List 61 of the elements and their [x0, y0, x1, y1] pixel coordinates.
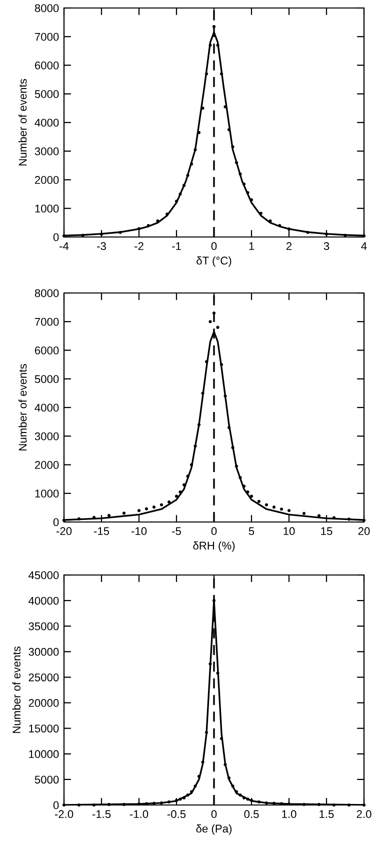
y-tick-label: 8000 — [34, 289, 59, 298]
y-tick-label: 2000 — [34, 461, 59, 469]
x-tick-label: -0.5 — [167, 810, 186, 818]
x-tick-label: 10 — [284, 527, 295, 536]
y-tick-label: 0 — [53, 518, 59, 526]
y-tick-label: 4000 — [34, 118, 59, 127]
x-tick-label: -2 — [134, 242, 144, 250]
x-tick-label: 20 — [358, 527, 370, 536]
y-tick-label: 5000 — [34, 90, 59, 98]
x-tick-label: -3 — [97, 242, 106, 250]
x-tick-label: -1 — [172, 242, 181, 250]
y-tick-label: 0 — [53, 801, 59, 810]
y-tick-label: 6000 — [34, 346, 59, 354]
y-tick-label: 30000 — [28, 648, 59, 656]
y-tick-label: 35000 — [28, 622, 59, 630]
x-tick-label: 4 — [361, 242, 367, 250]
x-axis-title: δRH (%) — [193, 541, 235, 552]
x-tick-label: -1.0 — [130, 810, 148, 818]
x-tick-label: -5 — [172, 527, 181, 536]
y-axis-title: Number of events — [18, 79, 27, 166]
x-tick-label: 0 — [211, 242, 217, 250]
y-tick-label: 10000 — [29, 750, 59, 758]
y-tick-label: 1000 — [35, 204, 59, 213]
x-axis-title: δe (Pa) — [196, 824, 232, 835]
y-tick-label: 0 — [53, 233, 59, 242]
y-tick-label: 15000 — [29, 724, 59, 732]
y-tick-label: 5000 — [34, 776, 59, 784]
x-tick-label: 0 — [211, 527, 217, 536]
y-axis-title: Number of events — [12, 646, 20, 733]
x-tick-label: 0.5 — [244, 810, 259, 818]
y-tick-label: 5000 — [34, 375, 59, 384]
y-tick-label: 20000 — [28, 699, 59, 707]
x-tick-label: -2.0 — [54, 810, 74, 818]
y-tick-label: 40000 — [28, 596, 59, 605]
y-tick-label: 25000 — [28, 673, 59, 682]
x-tick-label: 1.0 — [282, 810, 296, 818]
x-tick-label: 1.5 — [320, 810, 334, 818]
y-tick-label: 8000 — [34, 4, 59, 12]
x-tick-label: 2.0 — [356, 810, 372, 818]
x-tick-label: 3 — [324, 242, 330, 250]
x-tick-label: -15 — [94, 527, 110, 536]
x-tick-label: -1.5 — [92, 810, 111, 818]
y-tick-label: 4000 — [34, 404, 59, 412]
y-tick-label: 6000 — [34, 62, 59, 70]
x-tick-label: -20 — [56, 527, 72, 536]
y-tick-label: 3000 — [34, 147, 59, 156]
x-tick-label: -10 — [131, 527, 147, 536]
x-tick-label: 2 — [286, 242, 292, 250]
y-axis-title: Number of events — [18, 364, 27, 450]
y-tick-label: 1000 — [35, 490, 59, 498]
y-tick-label: 3000 — [34, 432, 59, 440]
y-tick-label: 45000 — [28, 571, 59, 580]
x-tick-label: 0 — [211, 810, 217, 818]
x-axis-title: δT (°C) — [196, 256, 232, 267]
y-tick-label: 7000 — [34, 318, 59, 326]
y-tick-label: 7000 — [34, 32, 59, 41]
x-tick-label: 1 — [249, 242, 254, 250]
y-tick-label: 2000 — [34, 176, 59, 184]
x-tick-label: 5 — [248, 527, 254, 536]
x-tick-label: 15 — [321, 527, 332, 536]
x-tick-label: -4 — [60, 242, 69, 250]
